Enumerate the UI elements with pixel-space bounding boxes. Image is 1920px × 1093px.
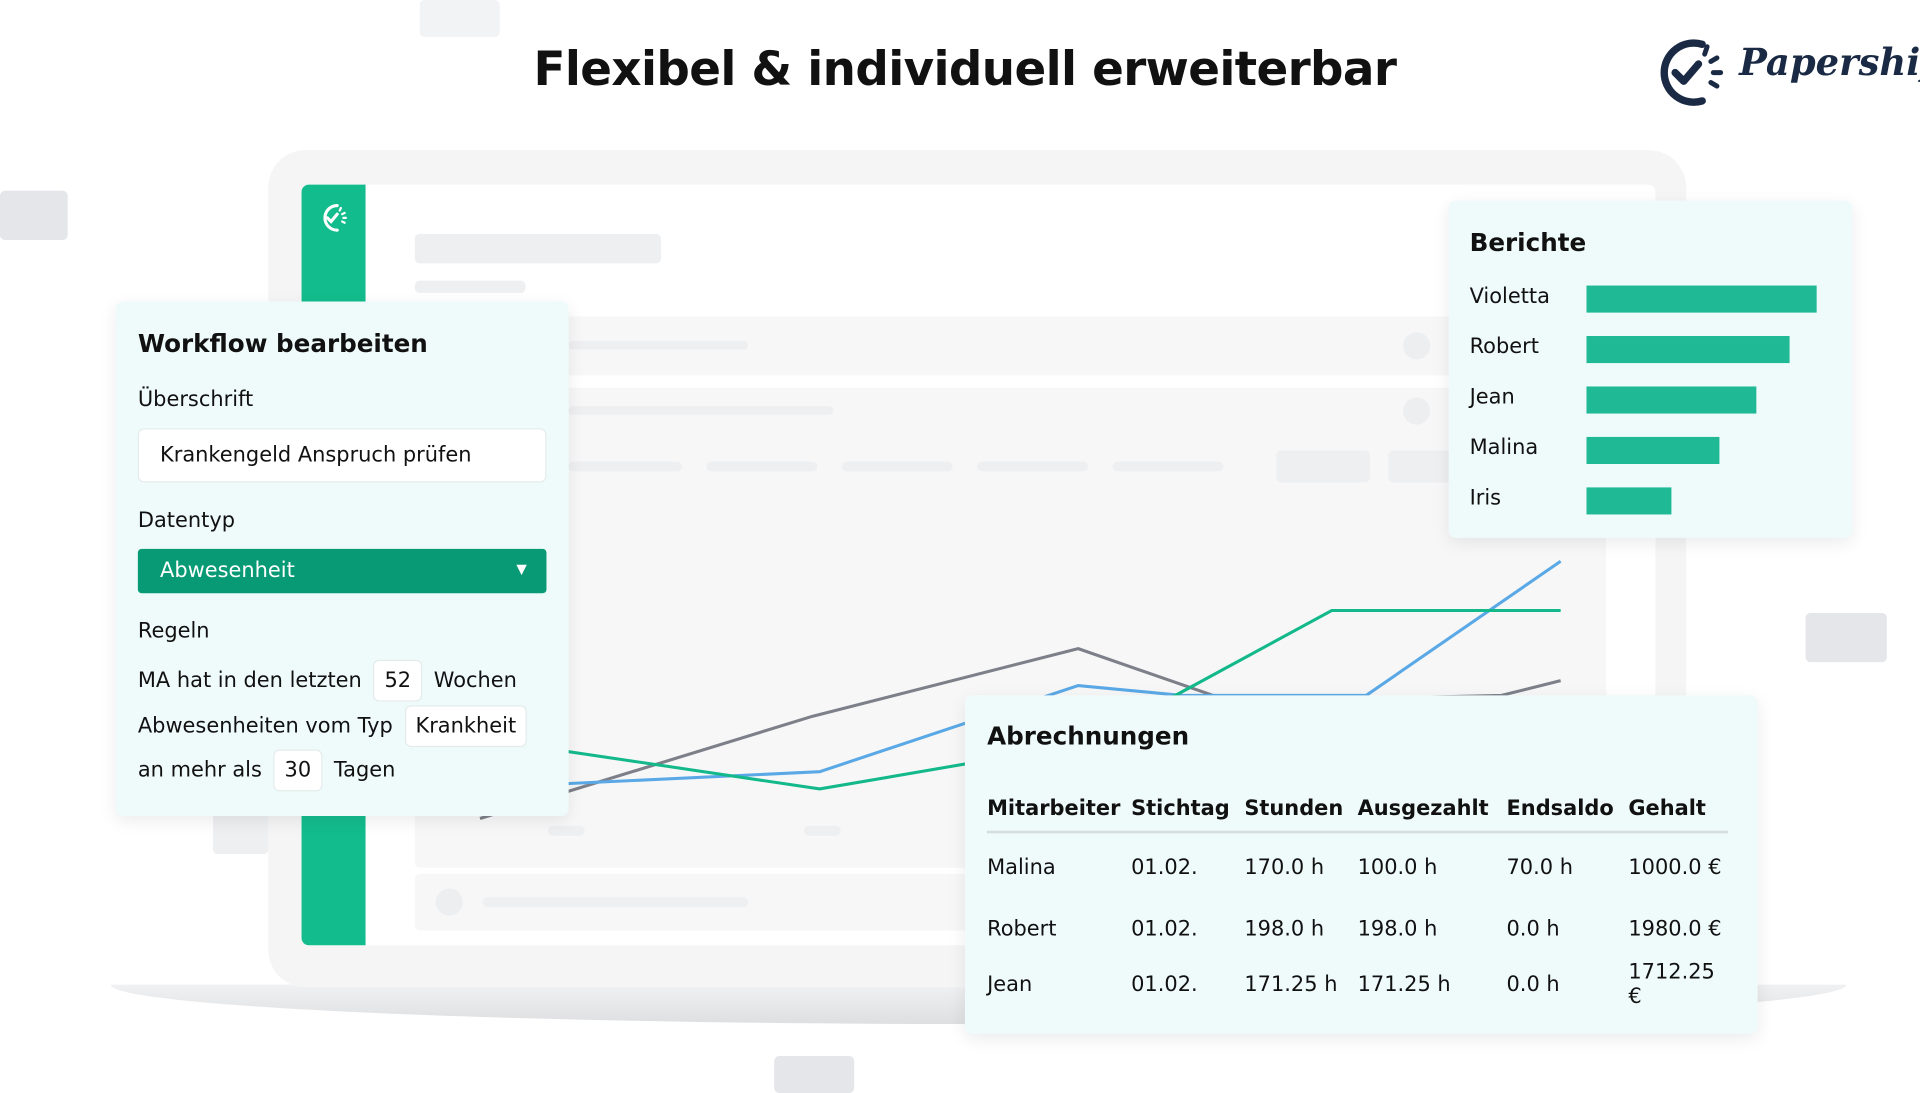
skeleton-tab [568,461,682,472]
table-cell: 1000.0 € [1628,854,1722,880]
table-row: Malina 01.02. 170.0 h 100.0 h 70.0 h 1000.0 € [987,832,1728,901]
logo-check-icon [1660,39,1724,106]
report-bar [1586,487,1672,515]
rule-text: an mehr als [137,758,262,783]
decor-square [0,190,68,241]
heading-label: Überschrift [137,387,254,413]
skeleton-dot [435,888,463,916]
report-bar [1586,285,1817,313]
rule-weeks: MA hat in den letzten 52 Wochen [137,659,517,702]
decor-square [419,0,500,37]
skeleton-button [1276,450,1370,483]
reports-title: Berichte [1469,227,1587,258]
table-row: Robert 01.02. 198.0 h 198.0 h 0.0 h 1980.0 € [987,901,1728,956]
skeleton-line [482,897,749,908]
column-header: Endsaldo [1506,796,1629,834]
absence-type-input[interactable]: Krankheit [404,705,528,748]
days-input[interactable]: 30 [273,749,323,792]
column-header: Mitarbeiter [987,796,1132,834]
datatype-value: Abwesenheit [160,558,295,584]
payroll-card: Abrechnungen Mitarbeiter Stichtag Stunden A… [964,695,1758,1034]
report-bar [1586,436,1720,465]
datatype-select[interactable]: Abwesenheit ▼ [137,548,547,594]
report-name: Robert [1469,334,1539,360]
table-cell: 1712.25 € [1628,959,1715,1009]
reports-card: Berichte Violetta Robert Jean Malina Iris [1448,200,1853,538]
table-cell: 198.0 h [1357,916,1438,941]
table-cell: 170.0 h [1244,854,1325,880]
report-name: Jean [1469,385,1515,410]
rule-text: Abwesenheiten vom Typ [137,713,393,739]
table-cell: 171.25 h [1357,971,1451,997]
table-cell: 01.02. [1131,854,1198,880]
datatype-label: Datentyp [137,508,236,533]
app-logo-icon [323,204,347,232]
column-header: Stunden [1244,796,1358,834]
report-bar [1586,336,1790,364]
line-gray [479,647,1562,820]
rule-type: Abwesenheiten vom Typ Krankheit [137,705,528,748]
table-cell: 0.0 h [1506,971,1560,997]
table-cell: 198.0 h [1244,916,1325,941]
skeleton-tab [977,461,1089,472]
report-bar [1586,386,1757,414]
skeleton-dot [1403,332,1431,360]
rule-text: MA hat in den letzten [137,668,362,693]
table-cell: 01.02. [1131,971,1198,997]
rule-text: Wochen [433,668,517,693]
table-cell: Robert [987,916,1057,941]
rule-days: an mehr als 30 Tagen [137,749,396,792]
payroll-table: Mitarbeiter Stichtag Stunden Ausgezahlt Ends… [987,796,1729,1011]
skeleton-tab [841,461,953,472]
caret-down-icon: ▼ [516,561,527,578]
skeleton-line [568,340,749,350]
table-cell: 01.02. [1131,916,1198,941]
report-name: Iris [1469,486,1502,511]
rule-text: Tagen [333,758,396,783]
skeleton-dot [1403,397,1431,425]
skeleton-line [568,406,834,415]
skeleton-tab [1112,461,1224,472]
workflow-title: Workflow bearbeiten [137,328,428,359]
rules-label: Regeln [137,619,210,644]
table-cell: Jean [987,971,1033,997]
table-row: Jean 01.02. 171.25 h 171.25 h 0.0 h 1712.25 € [987,956,1728,1011]
table-cell: 0.0 h [1506,916,1560,941]
table-cell: 171.25 h [1244,971,1338,997]
weeks-input[interactable]: 52 [373,659,423,702]
table-cell: Malina [987,854,1056,880]
skeleton-subtitle [414,280,526,293]
heading-input[interactable]: Krankengeld Anspruch prüfen [137,428,547,483]
decor-square [1805,612,1887,663]
column-header: Gehalt [1628,796,1729,834]
page-title: Flexibel & individuell erweiterbar [533,41,1397,97]
report-name: Violetta [1469,284,1550,309]
table-cell: 70.0 h [1506,854,1574,880]
logo-text: Papershift [1739,41,1920,85]
table-cell: 100.0 h [1357,854,1438,880]
skeleton-tick [803,825,841,836]
column-header: Stichtag [1131,796,1245,834]
payroll-title: Abrechnungen [987,721,1190,751]
line-blue [479,559,1562,790]
column-header: Ausgezahlt [1357,796,1507,834]
skeleton-tab [706,461,818,472]
table-cell: 1980.0 € [1628,916,1722,941]
workflow-card: Workflow bearbeiten Überschrift Krankeng… [115,301,569,817]
skeleton-tick [547,825,585,836]
skeleton-title [414,233,661,264]
papershift-logo: Papershift [1653,34,1920,110]
report-name: Malina [1469,435,1539,461]
decor-square [212,812,269,855]
